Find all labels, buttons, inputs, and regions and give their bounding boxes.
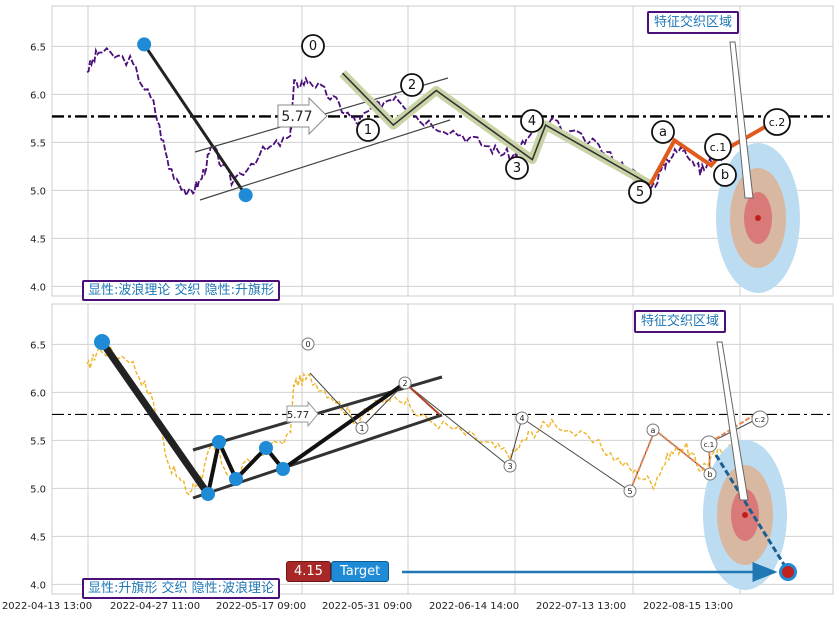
bottom-wave-label: 2 xyxy=(402,379,407,388)
top-zone-label: 特征交织区域 xyxy=(647,11,740,34)
top-ytick-label: 4.0 xyxy=(30,282,46,293)
top-zone-pointer xyxy=(729,41,754,199)
top-wave-label: 5 xyxy=(636,185,644,200)
top-channel-lower xyxy=(199,119,451,201)
x-tick-label: 2022-07-13 13:00 xyxy=(536,601,626,612)
top-wave-label-circle xyxy=(356,118,380,142)
top-wave-label: 0 xyxy=(309,39,317,54)
bottom-wave-label-circle xyxy=(301,337,315,351)
bottom-zone-label: 特征交织区域 xyxy=(634,310,727,333)
bottom-flag-wave xyxy=(206,381,407,495)
bottom-wave-label-circle xyxy=(515,411,529,425)
top-pivot-low xyxy=(238,188,253,203)
bottom-ref-value: 5.77 xyxy=(287,410,309,421)
bottom-wave-label: 3 xyxy=(507,462,512,471)
bottom-zone-pointer xyxy=(716,341,749,501)
bottom-wave-label-circle xyxy=(700,435,718,453)
top-wave-label-circle xyxy=(505,156,529,180)
top-wave-label: 4 xyxy=(528,114,536,129)
bottom-flag-pivot xyxy=(229,472,243,486)
bottom-wave-label: 0 xyxy=(305,340,310,349)
bottom-pattern-label: 显性:升旗形 交织 隐性:波浪理论 xyxy=(82,578,281,599)
top-ytick-label: 5.5 xyxy=(30,138,46,149)
bottom-wave-label-circle xyxy=(355,421,369,435)
bottom-ytick-label: 4.5 xyxy=(30,532,46,543)
bottom-wave-label-circle xyxy=(646,423,660,437)
bottom-ytick-label: 4.0 xyxy=(30,580,46,591)
bottom-flag-pivot xyxy=(276,462,290,476)
top-wave-label-circle xyxy=(651,120,675,144)
top-wave-label: c.2 xyxy=(769,116,786,129)
bottom-ref-callout xyxy=(286,400,319,428)
top-wave-label: b xyxy=(721,168,729,183)
top-ref-callout xyxy=(277,96,328,136)
top-ref-value: 5.77 xyxy=(281,109,312,125)
bottom-ytick-label: 5.5 xyxy=(30,436,46,447)
bottom-wave-red-seg xyxy=(404,382,441,416)
x-tick-label: 2022-04-27 11:00 xyxy=(110,601,200,612)
bottom-target-zone-center xyxy=(742,512,748,518)
top-pivot-high xyxy=(137,37,152,52)
top-pattern-label: 显性:波浪理论 交织 隐性:升旗形 xyxy=(82,280,281,301)
top-wave-label-circle xyxy=(763,108,791,136)
bottom-wave-label: c.1 xyxy=(704,441,715,449)
bottom-flag-pole xyxy=(99,339,211,497)
x-tick-label: 2022-08-15 13:00 xyxy=(643,601,733,612)
top-ytick-label: 6.0 xyxy=(30,90,46,101)
top-wave-label-circle xyxy=(704,133,732,161)
top-wave-label-circle xyxy=(520,109,544,133)
bottom-ytick-label: 6.5 xyxy=(30,340,46,351)
top-ytick-label: 5.0 xyxy=(30,186,46,197)
bottom-flag-pivot xyxy=(212,435,226,449)
bottom-ytick-label: 5.0 xyxy=(30,484,46,495)
target-badge: Target xyxy=(331,561,390,582)
top-impulse-wave xyxy=(341,72,651,186)
x-tick-label: 2022-05-17 09:00 xyxy=(216,601,306,612)
top-wave-label-circle xyxy=(628,180,652,204)
bottom-wave-label-circle xyxy=(398,376,412,390)
top-wave-label-circle xyxy=(301,34,325,58)
bottom-flag-pivot xyxy=(201,487,215,501)
current-price-badge: 4.15 xyxy=(286,561,331,582)
bottom-wave-label-circle xyxy=(503,459,517,473)
bottom-ytick-label: 6.0 xyxy=(30,388,46,399)
top-target-zone-center xyxy=(755,215,761,221)
x-tick-label: 2022-05-31 09:00 xyxy=(322,601,412,612)
top-wave-label-circle xyxy=(713,163,737,187)
top-wave-label: 2 xyxy=(408,78,416,93)
bottom-wave-label-circle xyxy=(623,484,637,498)
bottom-flag-pivot xyxy=(94,334,110,350)
bottom-wave-label: b xyxy=(707,470,712,479)
bottom-wave-label: c.2 xyxy=(755,416,766,424)
x-tick-label: 2022-06-14 14:00 xyxy=(429,601,519,612)
top-ytick-label: 6.5 xyxy=(30,42,46,53)
x-tick-label: 2022-04-13 13:00 xyxy=(2,601,92,612)
bottom-projection-line xyxy=(714,454,790,572)
bottom-flag-pivot xyxy=(259,441,273,455)
top-wave-label: 3 xyxy=(513,161,521,176)
top-wave-label-circle xyxy=(400,73,424,97)
bottom-wave-label: 1 xyxy=(359,424,364,433)
bottom-wave-label: 5 xyxy=(627,487,632,496)
top-wave-label: 1 xyxy=(364,123,372,138)
top-down-leg xyxy=(142,43,247,197)
bottom-wave-label-circle xyxy=(751,410,769,428)
bottom-wave-label: a xyxy=(651,426,656,435)
top-ytick-label: 4.5 xyxy=(30,234,46,245)
bottom-wave-label: 4 xyxy=(519,414,524,423)
top-wave-label: c.1 xyxy=(710,141,727,154)
bottom-target-dot-inner xyxy=(782,566,794,578)
bottom-wave-label-circle xyxy=(703,467,717,481)
top-plot-frame xyxy=(51,5,834,297)
top-wave-label: a xyxy=(659,125,667,140)
